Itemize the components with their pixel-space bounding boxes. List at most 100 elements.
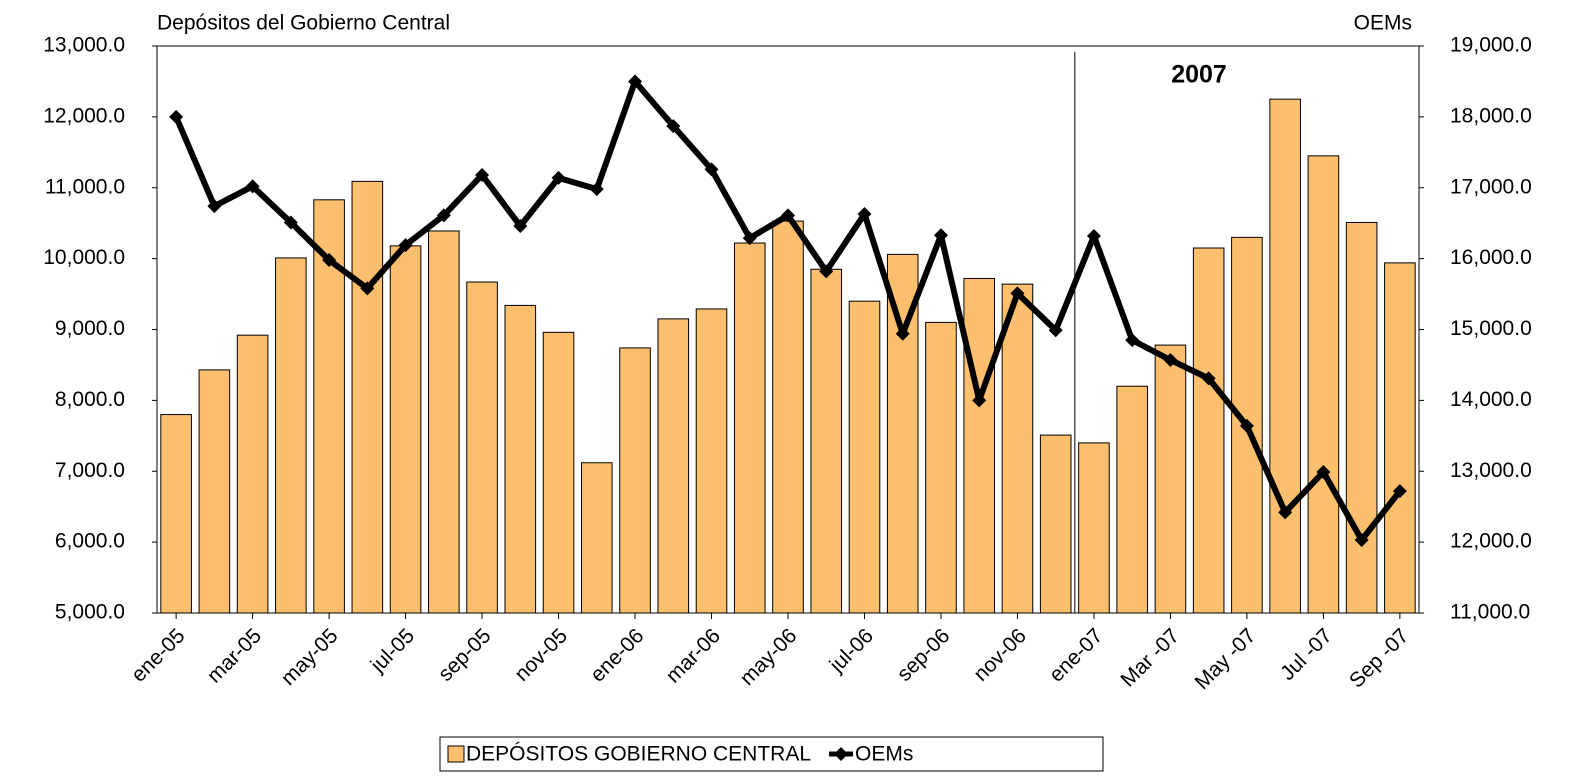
x-tick-label: jul-05 <box>366 624 419 677</box>
bar <box>619 347 651 614</box>
marker <box>1048 323 1063 338</box>
y-tick-label: 5,000.0 <box>55 601 125 624</box>
marker <box>1086 228 1101 243</box>
x-tick-label: Jul -07 <box>1276 624 1337 685</box>
legend-box <box>439 736 1104 772</box>
marker <box>857 206 872 221</box>
y-tick-label: 8,000.0 <box>55 388 125 411</box>
bar <box>772 220 804 614</box>
bar <box>389 245 422 614</box>
bar <box>542 331 575 614</box>
x-tick-label: may-05 <box>277 624 343 690</box>
x-tick-label: sep-05 <box>434 624 496 686</box>
x-tick-label: May -07 <box>1190 624 1260 694</box>
bar <box>1384 262 1416 614</box>
x-tick-label: nov-05 <box>510 624 572 686</box>
marker <box>742 231 757 246</box>
marker <box>1239 418 1254 433</box>
bar <box>160 414 192 614</box>
marker <box>475 167 490 182</box>
y2-tick-label: 13,000.0 <box>1450 459 1532 482</box>
bar <box>1307 155 1340 614</box>
bar <box>1269 98 1301 614</box>
y2-tick-label: 17,000.0 <box>1450 175 1532 198</box>
bar <box>351 180 384 614</box>
x-tick-label: mar-06 <box>662 624 725 687</box>
marker <box>436 208 451 223</box>
bar <box>848 300 881 614</box>
marker <box>933 228 948 243</box>
marker <box>322 253 337 268</box>
y-tick-label: 9,000.0 <box>55 317 125 340</box>
x-tick-label: may-06 <box>736 624 802 690</box>
x-tick-label: ene-06 <box>586 624 649 687</box>
bar <box>963 277 996 614</box>
marker <box>1125 333 1140 348</box>
marker <box>628 74 643 89</box>
legend-marker <box>834 747 849 761</box>
y2-tick-label: 12,000.0 <box>1450 530 1532 553</box>
x-tick-label: ene-05 <box>127 624 190 687</box>
marker <box>972 393 987 408</box>
bar <box>733 242 766 614</box>
legend-label: OEMs <box>855 743 913 766</box>
y2-tick-label: 16,000.0 <box>1450 246 1532 269</box>
y2-tick-label: 19,000.0 <box>1450 34 1532 57</box>
legend: DEPÓSITOS GOBIERNO CENTRAL OEMs <box>439 736 1104 772</box>
bar <box>695 308 728 614</box>
x-tick-label: Mar -07 <box>1116 624 1183 691</box>
y-axis-title: Depósitos del Gobierno Central <box>157 12 450 35</box>
marker <box>1010 286 1025 301</box>
bar <box>466 281 498 614</box>
marker <box>666 119 681 134</box>
marker <box>589 182 604 197</box>
marker <box>283 215 298 230</box>
bar <box>580 462 613 614</box>
marker <box>398 238 413 253</box>
bar <box>810 268 843 614</box>
bar <box>1039 434 1072 614</box>
marker <box>245 179 260 194</box>
bar <box>925 321 957 614</box>
bar <box>1116 385 1148 614</box>
x-tick-label: ene-07 <box>1045 624 1108 687</box>
bar <box>428 230 460 614</box>
marker <box>704 162 719 177</box>
legend-label: DEPÓSITOS GOBIERNO CENTRAL <box>466 743 811 766</box>
bar <box>198 369 231 614</box>
legend-swatch <box>447 745 465 763</box>
bar <box>1192 247 1225 614</box>
y-tick-label: 10,000.0 <box>43 246 125 269</box>
marker <box>207 199 222 214</box>
marker <box>551 170 566 185</box>
marker <box>169 109 184 124</box>
marker <box>1354 532 1369 547</box>
y-tick-label: 12,000.0 <box>43 104 125 127</box>
bar <box>1078 442 1110 614</box>
y2-axis-title: OEMs <box>1354 12 1412 35</box>
x-tick-label: sep-06 <box>893 624 955 686</box>
x-tick-label: mar-05 <box>203 624 266 687</box>
bar <box>1345 221 1378 614</box>
bar <box>236 334 269 614</box>
bar <box>1154 344 1187 614</box>
y2-tick-label: 14,000.0 <box>1450 388 1532 411</box>
marker <box>1163 352 1178 367</box>
x-tick-label: nov-06 <box>969 624 1031 686</box>
marker <box>1392 484 1407 499</box>
y-tick-label: 13,000.0 <box>43 34 125 57</box>
x-tick-label: jul-06 <box>825 624 878 677</box>
marker <box>819 264 834 279</box>
y-tick-label: 11,000.0 <box>45 175 125 198</box>
bar <box>657 318 690 614</box>
bar <box>504 304 537 614</box>
marker <box>513 219 528 234</box>
y-tick-label: 7,000.0 <box>55 459 125 482</box>
marker <box>1316 464 1331 479</box>
marker <box>1201 371 1216 386</box>
marker <box>781 208 795 223</box>
annotation: 2007 <box>1171 61 1227 89</box>
bar <box>1001 283 1034 614</box>
y2-tick-label: 11,000.0 <box>1450 601 1530 624</box>
